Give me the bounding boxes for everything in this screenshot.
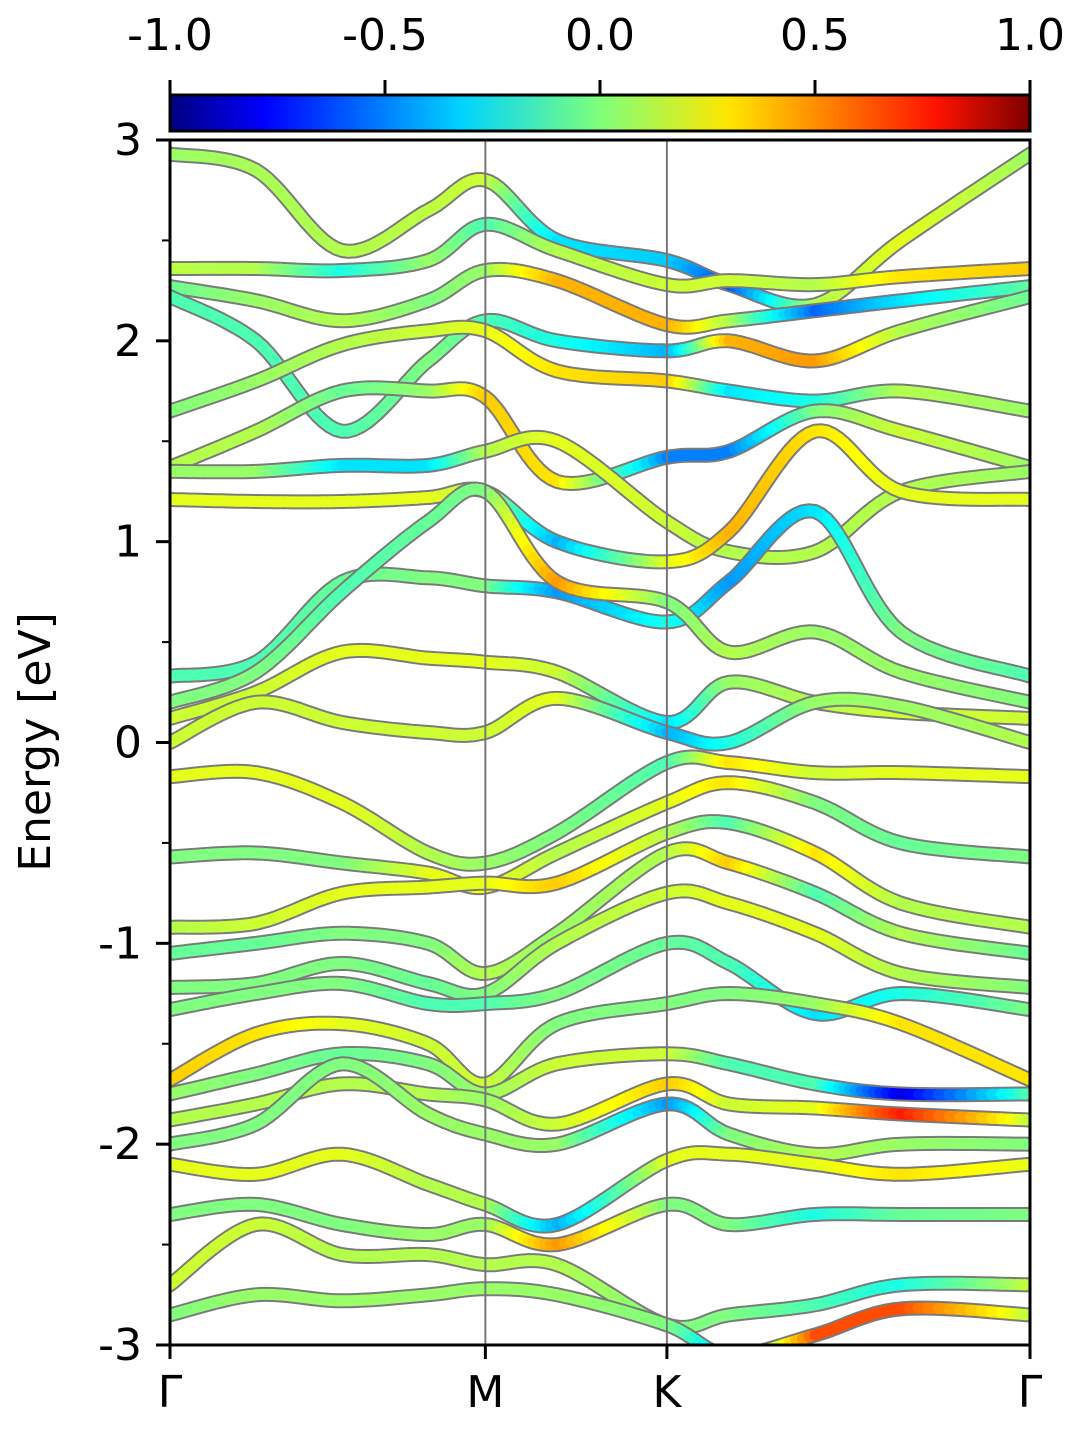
band-14 <box>170 814 1030 935</box>
band-8 <box>170 503 1030 684</box>
band-2 <box>170 261 1030 335</box>
band-segment <box>708 1344 713 1345</box>
band-19 <box>170 1046 1030 1103</box>
colorbar-tick-label: -1.0 <box>127 10 213 61</box>
band-15 <box>170 841 1030 981</box>
band-18 <box>170 986 1030 1092</box>
y-tick-label: -3 <box>98 1320 142 1371</box>
colorbar-tick-label: 0.0 <box>565 10 635 61</box>
bands-layer <box>170 146 1030 1355</box>
x-tick-label: Γ <box>158 1367 183 1418</box>
y-tick-label: 3 <box>114 115 142 166</box>
colorbar-tick-label: -0.5 <box>342 10 428 61</box>
band-25 <box>170 1281 1030 1355</box>
band-23 <box>170 1196 1030 1253</box>
band-24 <box>170 1216 1030 1335</box>
plot-area: -3 -2 -1 0 1 2 3 Γ M K Γ Energy [eV] <box>10 115 1043 1418</box>
band-21 <box>170 1056 1030 1162</box>
colorbar-ticks: -1.0 -0.5 0.0 0.5 1.0 <box>127 10 1065 95</box>
band-1 <box>170 216 1030 294</box>
k-point-dividers <box>484 140 668 1345</box>
band-segment <box>715 1352 719 1354</box>
y-axis-ticks: -3 -2 -1 0 1 2 3 <box>98 115 170 1371</box>
y-tick-label: -2 <box>98 1119 142 1170</box>
band-13 <box>170 775 1030 896</box>
band-segment <box>766 1341 783 1345</box>
band-12 <box>170 749 1030 872</box>
band-16 <box>170 883 1030 1004</box>
band-7 <box>170 423 1030 570</box>
band-5 <box>170 380 1030 491</box>
y-tick-label: 1 <box>114 517 142 568</box>
colorbar: -1.0 -0.5 0.0 0.5 1.0 <box>127 10 1065 133</box>
y-tick-label: 2 <box>114 316 142 367</box>
x-tick-label: M <box>466 1367 504 1418</box>
y-tick-label: 0 <box>114 718 142 769</box>
colorbar-tick-label: 0.5 <box>780 10 850 61</box>
y-tick-label: -1 <box>98 918 142 969</box>
band-11 <box>170 690 1030 752</box>
band-segment <box>702 1342 714 1345</box>
band-22 <box>170 1145 1030 1234</box>
band-segment <box>740 1354 746 1355</box>
band-segment <box>762 1343 775 1345</box>
band-segment <box>762 1344 766 1345</box>
band-20 <box>170 1076 1030 1132</box>
band-segment <box>746 1353 752 1354</box>
band-segment <box>724 1354 729 1355</box>
band-segment <box>752 1352 758 1353</box>
band-4 <box>170 319 1030 419</box>
band-9 <box>170 481 1030 710</box>
colorbar-gradient <box>168 93 1032 133</box>
band-segment <box>719 1353 724 1354</box>
colorbar-tick-label: 1.0 <box>995 10 1065 61</box>
y-axis-label: Energy [eV] <box>10 612 61 872</box>
x-tick-label: Γ <box>1018 1367 1043 1418</box>
x-tick-label: K <box>652 1367 682 1418</box>
